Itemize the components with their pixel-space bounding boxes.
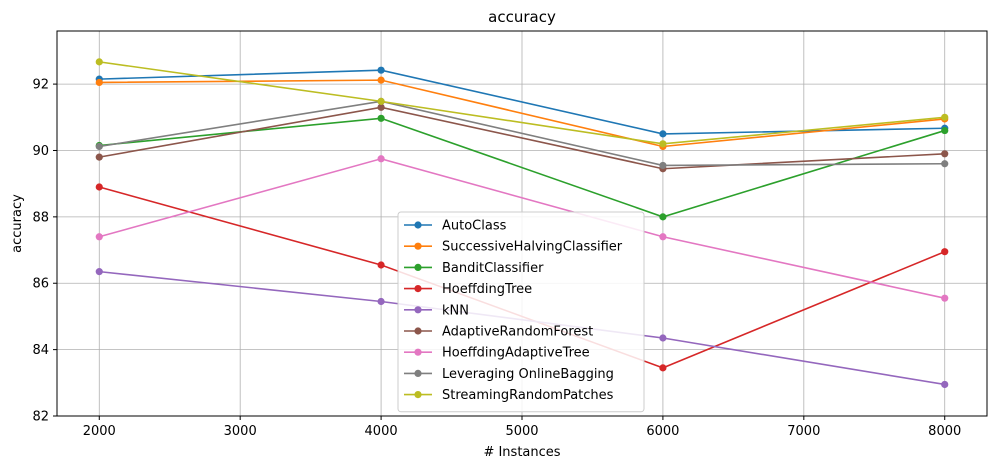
series-line xyxy=(99,106,945,170)
legend-swatch-marker xyxy=(414,327,422,335)
y-tick-label: 86 xyxy=(32,277,49,292)
data-point xyxy=(941,150,949,158)
x-tick-label: 7000 xyxy=(787,424,820,439)
data-point xyxy=(377,66,385,74)
data-point xyxy=(377,297,385,306)
legend-swatch-marker xyxy=(414,285,422,293)
data-point xyxy=(941,113,949,121)
legend-swatch-marker xyxy=(414,263,422,271)
legend-item: AutoClass xyxy=(404,219,507,234)
data-point xyxy=(95,183,103,191)
legend-item: Leveraging OnlineBagging xyxy=(404,367,614,382)
legend-item: AdaptiveRandomForest xyxy=(404,325,593,340)
data-point xyxy=(659,233,667,241)
data-point xyxy=(377,97,385,105)
data-point xyxy=(659,161,667,170)
data-point xyxy=(659,334,667,342)
legend-label: Leveraging OnlineBagging xyxy=(442,367,614,382)
data-point xyxy=(377,155,385,163)
y-axis-label: accuracy xyxy=(10,194,25,253)
y-tick-label: 88 xyxy=(32,210,49,225)
data-point xyxy=(377,261,385,269)
data-point xyxy=(377,114,385,122)
y-tick-label: 82 xyxy=(32,410,49,425)
legend-swatch-marker xyxy=(414,306,422,314)
x-tick-label: 6000 xyxy=(646,424,679,439)
x-tick-label: 2000 xyxy=(83,424,116,439)
legend-label: AutoClass xyxy=(442,219,507,234)
x-axis-label: # Instances xyxy=(483,445,560,460)
legend-label: SuccessiveHalvingClassifier xyxy=(442,240,623,255)
data-point xyxy=(659,364,667,372)
x-tick-label: 4000 xyxy=(365,424,398,439)
legend-item: SuccessiveHalvingClassifier xyxy=(404,240,623,255)
data-point xyxy=(941,248,949,256)
data-point xyxy=(941,126,949,135)
y-tick-label: 90 xyxy=(32,144,49,159)
legend-label: StreamingRandomPatches xyxy=(442,388,614,403)
data-point xyxy=(941,380,949,389)
data-point xyxy=(95,233,103,241)
legend: AutoClass SuccessiveHalvingClassifier Band… xyxy=(397,211,645,413)
legend-item: HoeffdingTree xyxy=(404,282,532,297)
legend-item: HoeffdingAdaptiveTree xyxy=(404,346,590,361)
series-line xyxy=(99,61,945,145)
legend-box xyxy=(397,211,645,413)
data-point xyxy=(659,213,667,221)
legend-swatch-marker xyxy=(414,348,422,356)
legend-item: StreamingRandomPatches xyxy=(404,388,614,403)
data-point xyxy=(659,140,667,148)
legend-label: AdaptiveRandomForest xyxy=(442,325,593,340)
y-tick-label: 92 xyxy=(32,78,49,93)
data-point xyxy=(377,76,385,84)
x-tick-label: 5000 xyxy=(505,424,538,439)
data-point xyxy=(95,78,103,87)
y-tick-label: 84 xyxy=(32,343,49,358)
data-point xyxy=(95,153,103,161)
data-point xyxy=(377,103,385,111)
data-point xyxy=(95,58,103,66)
y-axis: 82 84 86 88 90 92 xyxy=(32,78,57,425)
data-point xyxy=(95,268,103,276)
x-axis: 2000 3000 4000 5000 6000 7000 8000 xyxy=(83,416,961,439)
chart-title: accuracy xyxy=(488,8,556,26)
series-streamingrandompatches xyxy=(95,58,949,148)
legend-item: kNN xyxy=(404,303,469,318)
legend-label: BanditClassifier xyxy=(442,261,544,276)
legend-label: kNN xyxy=(442,303,469,318)
legend-swatch-marker xyxy=(414,369,422,377)
data-point xyxy=(95,142,103,151)
series-hoeffdingadaptivetree xyxy=(95,155,949,302)
legend-swatch-marker xyxy=(414,242,422,250)
legend-swatch-marker xyxy=(414,221,422,229)
series-line xyxy=(99,157,945,299)
data-point xyxy=(941,294,949,302)
x-tick-label: 3000 xyxy=(224,424,257,439)
legend-label: HoeffdingAdaptiveTree xyxy=(442,346,590,361)
legend-label: HoeffdingTree xyxy=(442,282,532,297)
data-point xyxy=(941,160,949,168)
data-point xyxy=(659,130,667,138)
x-tick-label: 8000 xyxy=(928,424,961,439)
legend-swatch-marker xyxy=(414,391,422,399)
legend-item: BanditClassifier xyxy=(404,261,544,276)
series-line xyxy=(99,100,945,167)
